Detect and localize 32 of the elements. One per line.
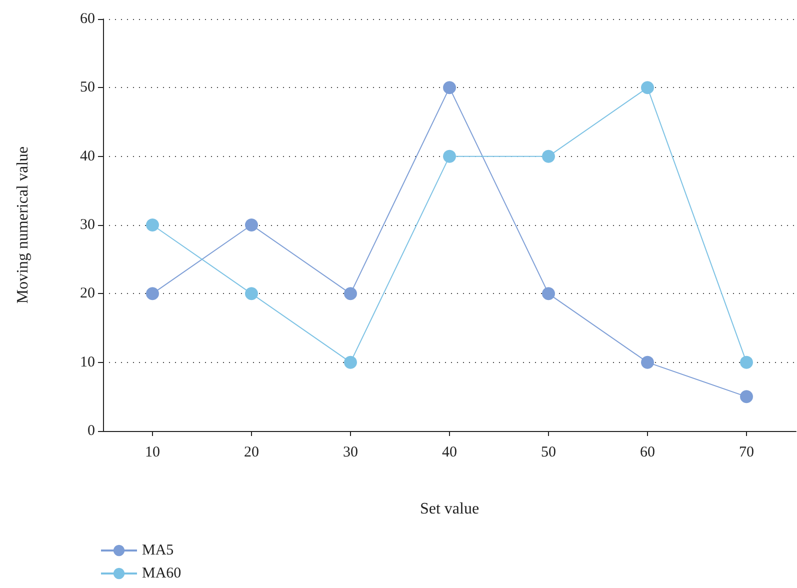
y-tick-label: 30 [80,217,95,233]
x-tick-label: 50 [541,444,556,460]
y-axis-title: Moving numerical value [14,146,32,304]
x-tick-label: 30 [343,444,358,460]
legend-label: MA60 [142,566,182,582]
x-axis-title: Set value [420,500,480,518]
point [542,287,555,300]
y-tick-label: 60 [80,11,95,27]
point [344,287,357,300]
point [245,287,258,300]
x-tick-label: 20 [244,444,259,460]
x-tick-label: 60 [640,444,655,460]
point [740,356,753,369]
point [146,218,159,232]
y-tick-label: 50 [80,80,95,96]
point [344,356,357,369]
x-tick-label: 40 [442,444,457,460]
point [443,150,456,163]
x-tick-label: 10 [145,444,160,460]
point [740,390,753,404]
y-tick-label: 10 [80,354,95,370]
point [641,356,654,369]
point [542,150,555,163]
point [641,81,654,94]
legend-label: MA5 [142,542,174,558]
x-tick-label: 70 [739,444,754,460]
y-tick-label: 20 [80,286,95,302]
point [146,287,159,300]
y-tick-label: 40 [80,148,95,164]
y-tick-label: 0 [88,423,95,439]
point [443,81,456,94]
point [245,218,258,232]
